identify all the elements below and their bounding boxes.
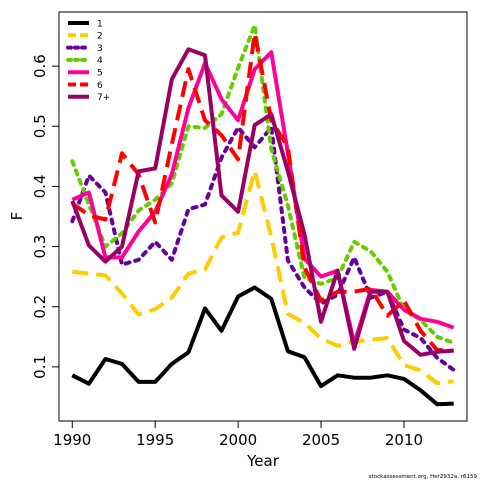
credit-text: stockassessment.org, Her2932a, r6159 [369, 474, 478, 480]
series-line-7plus [70, 47, 454, 357]
y-tick-label: 0.4 [31, 174, 49, 198]
y-axis-title: F [8, 212, 26, 221]
x-tick-label: 2005 [302, 431, 340, 449]
x-tick-label: 2010 [385, 431, 423, 449]
legend-label: 5 [97, 69, 103, 79]
legend-label: 4 [97, 56, 103, 66]
legend-label: 7+ [97, 93, 110, 103]
y-axis: 0.1 0.2 0.3 0.4 0.5 0.6 [31, 54, 60, 379]
legend: 1 2 3 4 5 6 7+ [66, 19, 110, 103]
x-tick-label: 1995 [136, 431, 174, 449]
legend-label: 3 [97, 44, 103, 54]
y-tick-label: 0.6 [31, 54, 49, 78]
series-line-1 [71, 285, 454, 407]
legend-label: 2 [97, 32, 103, 42]
series-layer [70, 23, 456, 407]
y-tick-label: 0.5 [31, 114, 49, 138]
x-tick-label: 2000 [219, 431, 257, 449]
series-line-6 [71, 31, 454, 353]
legend-label: 6 [97, 81, 103, 91]
y-tick-label: 0.2 [31, 295, 49, 319]
y-tick-label: 0.3 [31, 235, 49, 259]
x-axis: 1990 1995 2000 2005 2010 [53, 420, 423, 449]
series-line-2 [72, 168, 454, 386]
x-axis-title: Year [246, 452, 280, 470]
legend-label: 1 [97, 19, 103, 29]
x-tick-label: 1990 [53, 431, 91, 449]
y-tick-label: 0.1 [31, 355, 49, 379]
